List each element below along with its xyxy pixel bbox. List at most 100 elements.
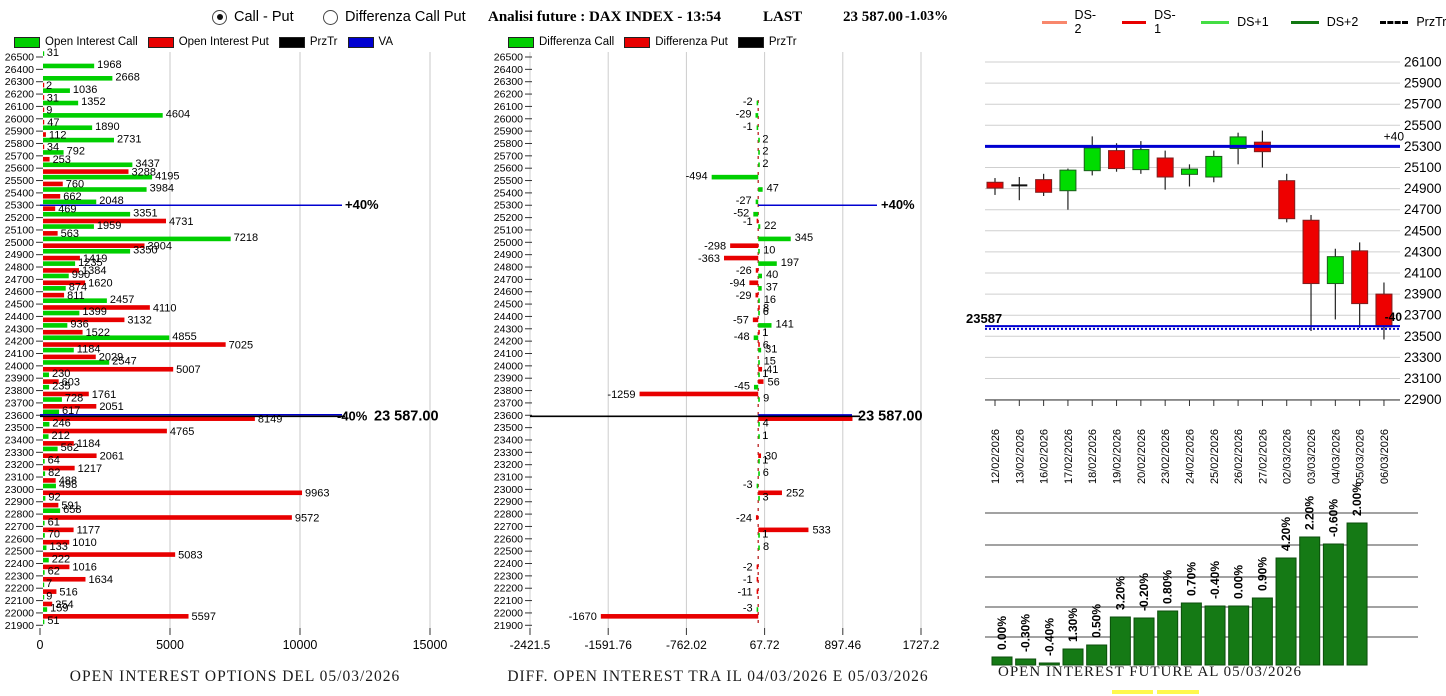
put-diff-bar xyxy=(756,564,759,570)
put-bar xyxy=(43,156,50,162)
call-diff-bar xyxy=(758,137,760,143)
put-diff-bar xyxy=(730,243,759,249)
call-value-label: 70 xyxy=(48,529,60,541)
oi-future-pct-label: 0.00% xyxy=(1232,565,1246,599)
call-diff-label: -494 xyxy=(686,170,708,182)
call-diff-bar xyxy=(756,100,759,106)
date-label: 16/02/2026 xyxy=(1039,429,1051,484)
put-bar xyxy=(43,453,97,459)
put-diff-bar xyxy=(756,589,759,594)
legend-label: Differenza Call xyxy=(539,36,615,48)
call-diff-label: -3 xyxy=(743,603,753,615)
put-bar xyxy=(43,181,63,187)
call-bar xyxy=(43,261,76,266)
oi-future-pct-label: -0.20% xyxy=(1137,573,1151,611)
legend-swatch-icon xyxy=(1201,20,1230,24)
put-value-label: 5083 xyxy=(178,549,202,561)
call-value-label: 212 xyxy=(52,430,70,442)
strike-label: 22100 xyxy=(494,595,523,607)
put-bar xyxy=(43,416,255,421)
call-bar xyxy=(43,273,69,279)
date-label: 03/03/2026 xyxy=(1306,429,1318,484)
oi-future-bar xyxy=(1180,602,1202,666)
call-bar xyxy=(43,421,50,427)
strike-label: 24300 xyxy=(494,323,523,335)
put-diff-label: -24 xyxy=(736,512,752,524)
call-diff-bar xyxy=(755,113,759,118)
call-diff-bar xyxy=(758,224,761,229)
candle-body xyxy=(1180,168,1198,175)
call-bar xyxy=(43,545,47,551)
call-value-label: 7 xyxy=(46,578,52,590)
y-axis-label: 22900 xyxy=(1404,392,1442,407)
call-value-label: 658 xyxy=(63,504,81,516)
put-bar xyxy=(43,206,56,211)
oi-future-pct-label: 0.90% xyxy=(1255,557,1269,591)
oi-future-pct-label: 3.20% xyxy=(1113,576,1127,610)
last-value: 23 587.00 xyxy=(843,9,903,25)
legend-swatch-icon xyxy=(1121,20,1147,24)
call-diff-label: 1 xyxy=(762,454,768,466)
put-diff-label: -29 xyxy=(736,290,752,302)
call-bar xyxy=(43,76,113,81)
y-axis-label: 24700 xyxy=(1404,202,1442,217)
y-axis-label: 24500 xyxy=(1404,223,1442,238)
call-diff-bar xyxy=(758,286,762,291)
put-bar xyxy=(43,329,83,335)
put-value-label: 8149 xyxy=(258,413,282,425)
strike-label: 23300 xyxy=(494,447,523,459)
call-bar xyxy=(43,372,49,378)
put-bar xyxy=(43,564,70,570)
legend-label: PrzTr xyxy=(309,36,338,48)
strike-label: 26000 xyxy=(494,113,523,125)
call-diff-bar xyxy=(758,496,760,501)
radio-unselected-icon[interactable] xyxy=(323,9,338,25)
call-bar xyxy=(43,409,60,415)
strike-label: 23000 xyxy=(5,484,34,496)
strike-label: 26300 xyxy=(5,76,34,88)
radio-call-put[interactable]: Call - Put xyxy=(212,9,294,25)
call-value-label: 62 xyxy=(48,566,60,578)
legend-item-open-interest-put: Open Interest Put xyxy=(147,36,269,48)
legend-swatch-icon xyxy=(624,36,651,48)
put-diff-bar xyxy=(758,453,762,459)
put-diff-label: 533 xyxy=(812,525,830,537)
put-value-label: 811 xyxy=(67,290,85,302)
call-diff-label: 197 xyxy=(781,257,799,269)
call-diff-bar xyxy=(758,397,760,402)
put-diff-bar xyxy=(752,317,759,323)
call-bar xyxy=(43,88,70,93)
strike-label: 22800 xyxy=(5,509,34,521)
put-value-label: 3288 xyxy=(131,166,155,178)
legend-label: PrzTr xyxy=(768,36,797,48)
strike-label: 25800 xyxy=(494,138,523,150)
strike-label: 22700 xyxy=(494,521,523,533)
put-diff-label: -94 xyxy=(729,278,745,290)
put-diff-bar xyxy=(755,515,759,520)
strike-label: 25000 xyxy=(494,237,523,249)
x-tick-label: -762.02 xyxy=(666,638,707,652)
strike-label: 24500 xyxy=(494,299,523,311)
put-value-label: 47 xyxy=(47,117,59,129)
radio-differenza[interactable]: Differenza Call Put xyxy=(323,9,466,25)
strike-label: 25500 xyxy=(494,175,523,187)
call-value-label: 990 xyxy=(72,269,90,281)
left-chart-legend: Open Interest Call Open Interest Put PrzTr… xyxy=(14,36,393,48)
call-value-label: 51 xyxy=(47,615,59,627)
strike-label: 25800 xyxy=(5,138,34,150)
call-value-label: 498 xyxy=(59,479,77,491)
call-diff-label: 4 xyxy=(763,417,769,429)
put-value-label: 3904 xyxy=(148,241,172,253)
call-value-label: 562 xyxy=(61,442,79,454)
strike-label: 26300 xyxy=(494,76,523,88)
radio-selected-icon[interactable] xyxy=(212,9,227,25)
call-diff-bar xyxy=(758,347,762,353)
date-label: 05/03/2026 xyxy=(1355,429,1367,484)
put-diff-bar xyxy=(758,366,763,372)
put-bar xyxy=(43,502,59,508)
call-diff-bar xyxy=(758,236,791,242)
put-bar xyxy=(43,589,57,594)
strike-label: 23100 xyxy=(494,472,523,484)
put-bar xyxy=(43,552,176,557)
